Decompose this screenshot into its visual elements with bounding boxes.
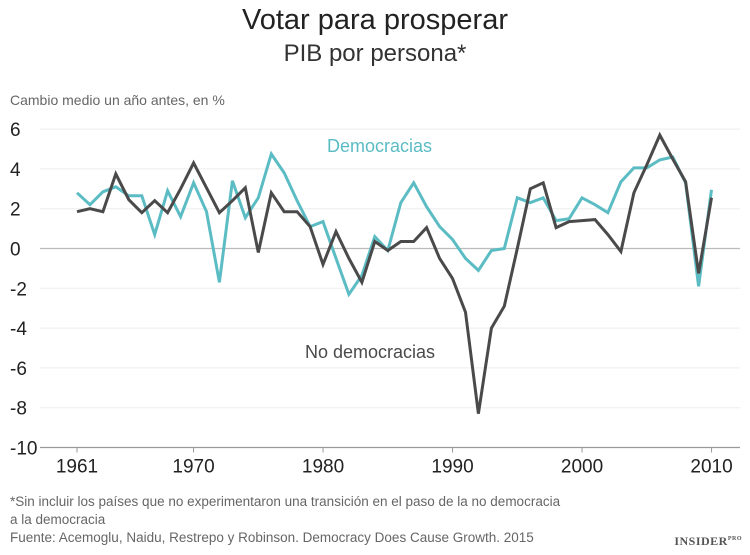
y-axis-label: Cambio medio un año antes, en % [10, 92, 225, 108]
x-tick-label: 1980 [302, 457, 344, 478]
series-label: No democracias [305, 342, 435, 362]
y-tick-label: -2 [10, 279, 27, 300]
series-label: Democracias [327, 136, 432, 156]
chart-subtitle: PIB por persona* [283, 40, 467, 67]
x-tick-label: 1961 [56, 457, 98, 478]
y-tick-label: -8 [10, 399, 27, 420]
footnote-line-2: a la democracia [10, 512, 106, 527]
footnote-line-1: *Sin incluir los países que no experimen… [10, 494, 561, 509]
x-tick-label: 1990 [431, 457, 473, 478]
line-chart: 6 4 2 0 -2 -4 -6 -8 -10 1961 1970 1980 1990 2000 2010 D… [10, 120, 740, 478]
y-tick-label: -10 [10, 439, 37, 460]
y-tick-label: 4 [10, 160, 21, 181]
y-tick-label: 6 [10, 120, 21, 141]
x-tick-label: 1970 [172, 457, 214, 478]
y-tick-label: -6 [10, 359, 27, 380]
insider-pro-logo: INSIDERPRO [674, 534, 742, 548]
source-note: Fuente: Acemoglu, Naidu, Restrepo y Robi… [10, 530, 534, 545]
series-line-democracias [75, 150, 713, 298]
chart-title: Votar para prosperar [242, 4, 508, 36]
y-tick-label: 2 [10, 200, 21, 221]
y-tick-label: 0 [10, 240, 21, 261]
x-tick-label: 2010 [690, 457, 732, 478]
y-tick-label: -4 [10, 319, 27, 340]
series-line-no-democracias [76, 131, 713, 414]
x-tick-label: 2000 [561, 457, 603, 478]
